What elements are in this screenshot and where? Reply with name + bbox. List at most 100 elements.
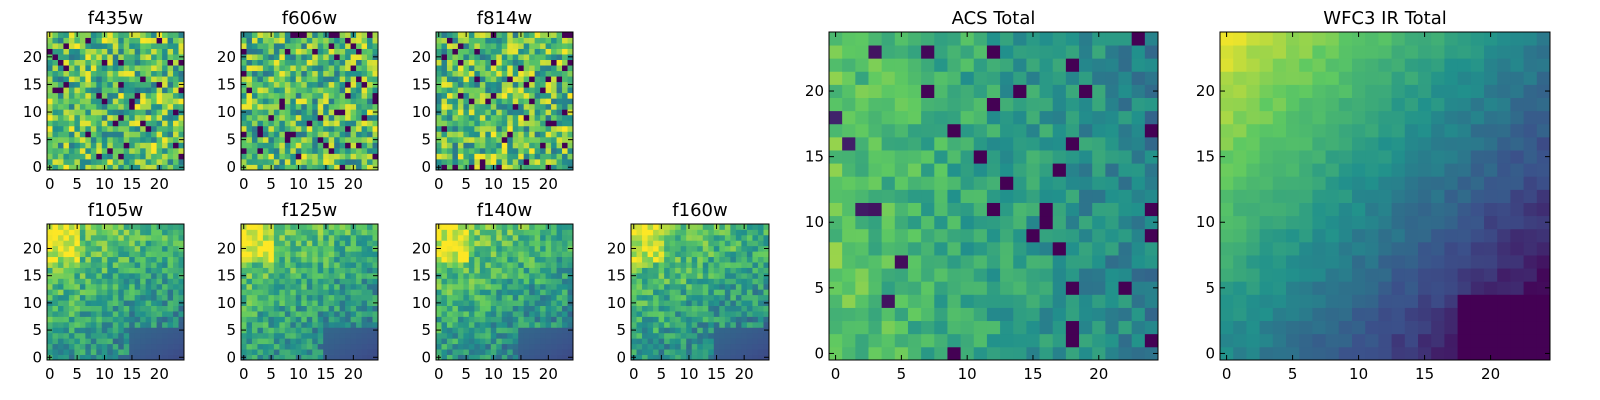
- heatmap-cell: [452, 229, 459, 236]
- heatmap-cell: [178, 87, 185, 94]
- heatmap-cell: [356, 109, 362, 116]
- heatmap-cell: [134, 48, 141, 55]
- heatmap-cell: [257, 87, 264, 94]
- heatmap-cell: [96, 294, 103, 301]
- heatmap-cell: [441, 54, 448, 60]
- heatmap-cell: [156, 256, 163, 263]
- heatmap-cell: [501, 103, 508, 110]
- heatmap-cell: [306, 305, 313, 312]
- heatmap-cell: [507, 289, 514, 296]
- heatmap-cell: [653, 262, 659, 268]
- heatmap-cell: [361, 327, 368, 334]
- heatmap-cell: [173, 229, 179, 236]
- heatmap-cell: [691, 251, 698, 258]
- heatmap-cell: [156, 311, 163, 317]
- heatmap-cell: [468, 114, 475, 121]
- heatmap-cell: [178, 142, 185, 149]
- heatmap-cell: [334, 136, 341, 143]
- heatmap-cell: [675, 327, 682, 334]
- heatmap-cell: [361, 245, 368, 252]
- heatmap-cell: [162, 32, 168, 38]
- heatmap-cell: [934, 189, 948, 203]
- heatmap-cell: [257, 289, 264, 296]
- heatmap-cell: [52, 48, 59, 55]
- heatmap-cell: [262, 103, 269, 110]
- heatmap-cell: [562, 251, 568, 258]
- heatmap-cell: [47, 76, 53, 83]
- heatmap-cell: [284, 81, 291, 88]
- heatmap-cell: [68, 136, 75, 143]
- heatmap-cell: [372, 87, 379, 94]
- heatmap-cell: [101, 272, 108, 279]
- heatmap-cell: [986, 268, 1001, 282]
- heatmap-cell: [479, 256, 486, 263]
- heatmap-cell: [257, 300, 264, 306]
- heatmap-cell: [512, 321, 519, 328]
- heatmap-cell: [361, 251, 368, 258]
- heatmap-cell: [173, 70, 179, 77]
- heatmap-cell: [323, 87, 330, 94]
- heatmap-cell: [1013, 202, 1027, 217]
- heatmap-cell: [173, 267, 179, 274]
- heatmap-cell: [162, 224, 168, 230]
- heatmap-cell: [746, 343, 753, 350]
- heatmap-cell: [556, 70, 563, 77]
- heatmap-cell: [246, 158, 253, 165]
- heatmap-cell: [446, 65, 453, 72]
- heatmap-cell: [636, 321, 643, 328]
- heatmap-cell: [523, 164, 530, 171]
- heatmap-cell: [350, 262, 357, 268]
- heatmap-cell: [441, 305, 448, 312]
- heatmap-cell: [118, 37, 125, 44]
- panel-title: f606w: [282, 8, 337, 29]
- heatmap-cell: [372, 305, 379, 312]
- heatmap-cell: [647, 289, 654, 296]
- heatmap-cell: [855, 189, 869, 203]
- heatmap-cell: [273, 59, 280, 66]
- heatmap-cell: [556, 289, 563, 296]
- heatmap-cell: [178, 147, 185, 154]
- heatmap-cell: [463, 289, 470, 296]
- heatmap-cell: [842, 176, 856, 190]
- heatmap-cell: [496, 37, 503, 44]
- heatmap-cell: [156, 240, 163, 247]
- heatmap-cell: [68, 338, 75, 345]
- heatmap-cell: [295, 234, 302, 241]
- heatmap-cell: [79, 354, 86, 361]
- heatmap-cell: [567, 229, 574, 236]
- heatmap-cell: [829, 281, 843, 295]
- heatmap-cell: [361, 65, 368, 72]
- heatmap-cell: [246, 114, 253, 121]
- heatmap-cell: [90, 54, 97, 60]
- heatmap-cell: [129, 65, 136, 72]
- heatmap-cell: [556, 224, 563, 230]
- heatmap-cell: [474, 349, 481, 355]
- heatmap-cell: [680, 300, 687, 306]
- heatmap-cell: [173, 37, 179, 44]
- heatmap-cell: [534, 289, 541, 296]
- heatmap-cell: [529, 153, 536, 160]
- heatmap-cell: [140, 327, 147, 334]
- heatmap-cell: [457, 103, 464, 110]
- heatmap-cell: [301, 76, 308, 83]
- heatmap-cell: [457, 278, 464, 285]
- heatmap-cell: [551, 321, 557, 328]
- heatmap-cell: [556, 305, 563, 312]
- heatmap-cell: [730, 229, 737, 236]
- heatmap-cell: [921, 215, 935, 230]
- heatmap-cell: [636, 300, 643, 306]
- heatmap-cell: [350, 289, 357, 296]
- heatmap-cell: [468, 136, 475, 143]
- heatmap-cell: [653, 311, 659, 317]
- heatmap-cell: [101, 234, 108, 241]
- heatmap-cell: [156, 81, 163, 88]
- heatmap-cell: [556, 234, 563, 241]
- heatmap-cell: [312, 131, 319, 138]
- heatmap-cell: [545, 158, 552, 165]
- heatmap-cell: [312, 305, 319, 312]
- heatmap-cell: [545, 332, 552, 339]
- heatmap-cell: [545, 43, 552, 49]
- heatmap-cell: [512, 54, 519, 60]
- heatmap-cell: [101, 48, 108, 55]
- heatmap-cell: [490, 114, 497, 121]
